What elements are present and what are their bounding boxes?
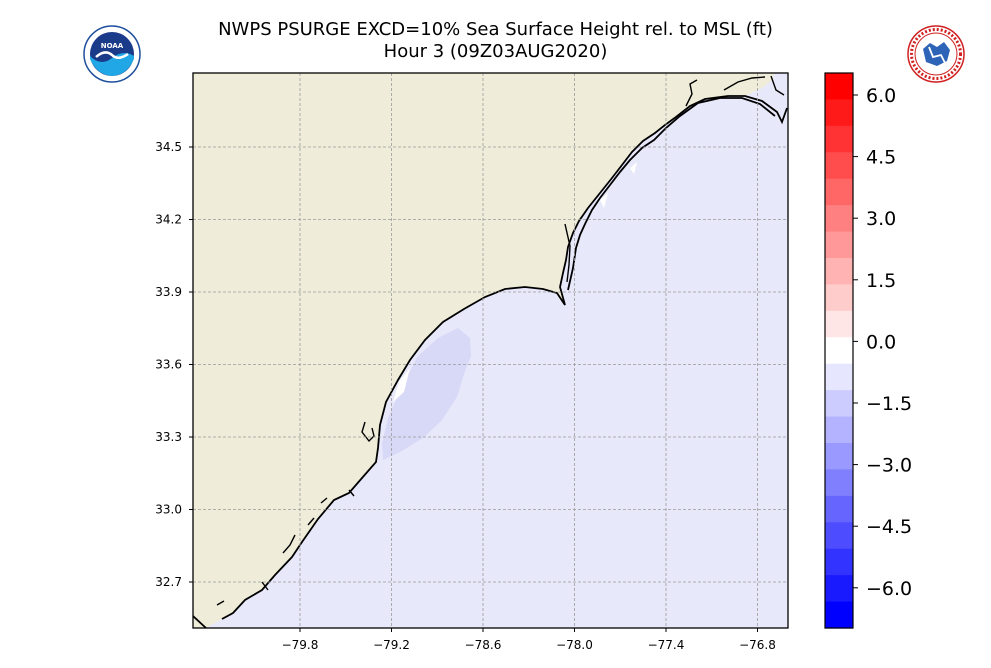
colorbar-segment <box>825 548 853 576</box>
lon-tick-label: −77.4 <box>648 638 685 652</box>
colorbar-segment <box>825 337 853 365</box>
colorbar-segment <box>825 522 853 550</box>
colorbar-segment <box>825 575 853 603</box>
colorbar-tick-label: 1.5 <box>866 270 896 292</box>
colorbar-segment <box>825 495 853 523</box>
longitude-axis: −79.8 −79.2 −78.6 −78.0 −77.4 −76.8 <box>282 628 776 652</box>
colorbar-segment <box>825 284 853 312</box>
colorbar-segment <box>825 178 853 206</box>
lon-tick-label: −79.2 <box>373 638 410 652</box>
land-area <box>193 73 775 628</box>
coastline-sound <box>567 97 776 291</box>
lon-tick-label: −76.8 <box>739 638 776 652</box>
noaa-logo: NOAA <box>83 25 141 83</box>
colorbar-tick-label: −6.0 <box>866 578 912 600</box>
colorbar-segment <box>825 363 853 391</box>
nws-logo <box>907 25 965 83</box>
lat-tick-label: 33.6 <box>155 358 182 372</box>
colorbar-segment <box>825 601 853 629</box>
colorbar-segment <box>825 205 853 233</box>
lat-tick-label: 33.9 <box>155 285 182 299</box>
colorbar-tick-label: 3.0 <box>866 208 896 230</box>
colorbar: 6.0 4.5 3.0 1.5 0.0 −1.5 −3.0 −4.5 −6.0 <box>824 72 912 629</box>
lon-tick-label: −78.0 <box>556 638 593 652</box>
noaa-logo-text: NOAA <box>101 42 124 50</box>
lon-tick-label: −78.6 <box>465 638 502 652</box>
coastline-inland <box>216 75 785 606</box>
lat-tick-label: 32.7 <box>155 575 182 589</box>
colorbar-segment <box>825 390 853 418</box>
chart-title-line1: NWPS PSURGE EXCD=10% Sea Surface Height … <box>218 19 773 40</box>
white-margin-east <box>600 162 637 208</box>
colorbar-tick-label: 0.0 <box>866 331 896 353</box>
colorbar-tick-label: 4.5 <box>866 147 896 169</box>
latitude-axis: 34.5 34.2 33.9 33.6 33.3 33.0 32.7 <box>155 140 193 589</box>
coastline <box>193 95 788 628</box>
colorbar-segment <box>825 231 853 259</box>
surge-area <box>382 328 471 460</box>
lat-tick-label: 33.3 <box>155 430 182 444</box>
map-frame <box>192 72 789 629</box>
colorbar-segment <box>825 310 853 338</box>
colorbar-segment <box>825 416 853 444</box>
chart-title-line2: Hour 3 (09Z03AUG2020) <box>383 41 608 62</box>
colorbar-segment <box>825 443 853 471</box>
colorbar-segment <box>825 125 853 153</box>
colorbar-segment <box>825 73 853 101</box>
map-plot-area <box>193 73 788 628</box>
colorbar-frame <box>824 72 854 629</box>
white-margin <box>393 368 410 402</box>
colorbar-tick-label: −1.5 <box>866 393 912 415</box>
gridlines <box>193 73 788 628</box>
colorbar-segment <box>825 258 853 286</box>
colorbar-segment <box>825 152 853 180</box>
colorbar-tick-label: −3.0 <box>866 455 912 477</box>
lat-tick-label: 34.5 <box>155 140 182 154</box>
lat-tick-label: 33.0 <box>155 503 182 517</box>
colorbar-tick-label: −4.5 <box>866 516 912 538</box>
lat-tick-label: 34.2 <box>155 213 182 227</box>
colorbar-segment <box>825 469 853 497</box>
colorbar-tick-label: 6.0 <box>866 85 896 107</box>
lon-tick-label: −79.8 <box>282 638 319 652</box>
colorbar-segment <box>825 99 853 127</box>
